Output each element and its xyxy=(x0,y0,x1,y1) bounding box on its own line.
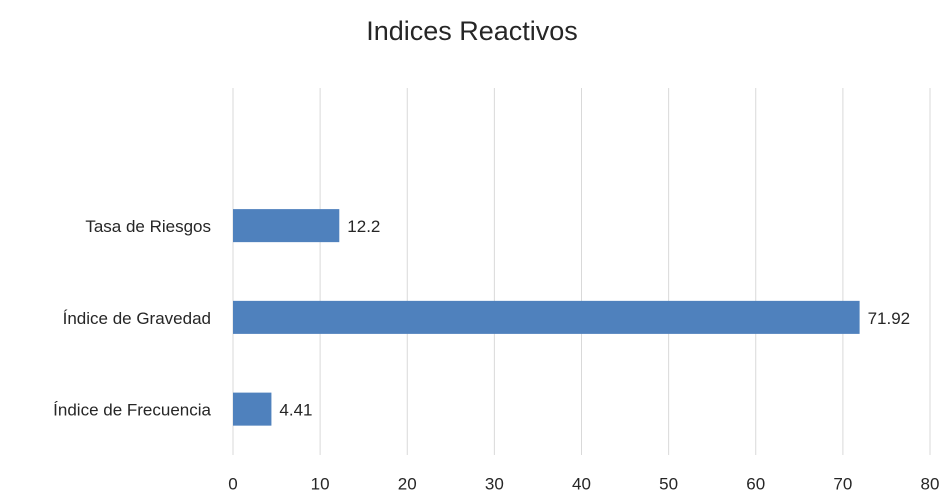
chart-title: Indices Reactivos xyxy=(366,16,578,46)
y-tick-label: Índice de Frecuencia xyxy=(53,401,211,420)
x-tick-label: 20 xyxy=(398,474,417,493)
x-tick-label: 30 xyxy=(485,474,504,493)
data-label: 71.92 xyxy=(868,309,911,328)
bar xyxy=(233,392,272,426)
y-tick-label: Índice de Gravedad xyxy=(63,309,211,328)
x-tick-label: 0 xyxy=(228,474,237,493)
x-tick-label: 40 xyxy=(572,474,591,493)
x-tick-label: 60 xyxy=(746,474,765,493)
data-label: 4.41 xyxy=(279,401,312,420)
data-label: 12.2 xyxy=(347,217,380,236)
bar xyxy=(233,300,860,334)
x-tick-label: 10 xyxy=(311,474,330,493)
y-tick-label: Tasa de Riesgos xyxy=(85,217,211,236)
x-tick-label: 70 xyxy=(833,474,852,493)
bar xyxy=(233,209,340,243)
x-tick-label: 50 xyxy=(659,474,678,493)
x-tick-label: 80 xyxy=(921,474,940,493)
